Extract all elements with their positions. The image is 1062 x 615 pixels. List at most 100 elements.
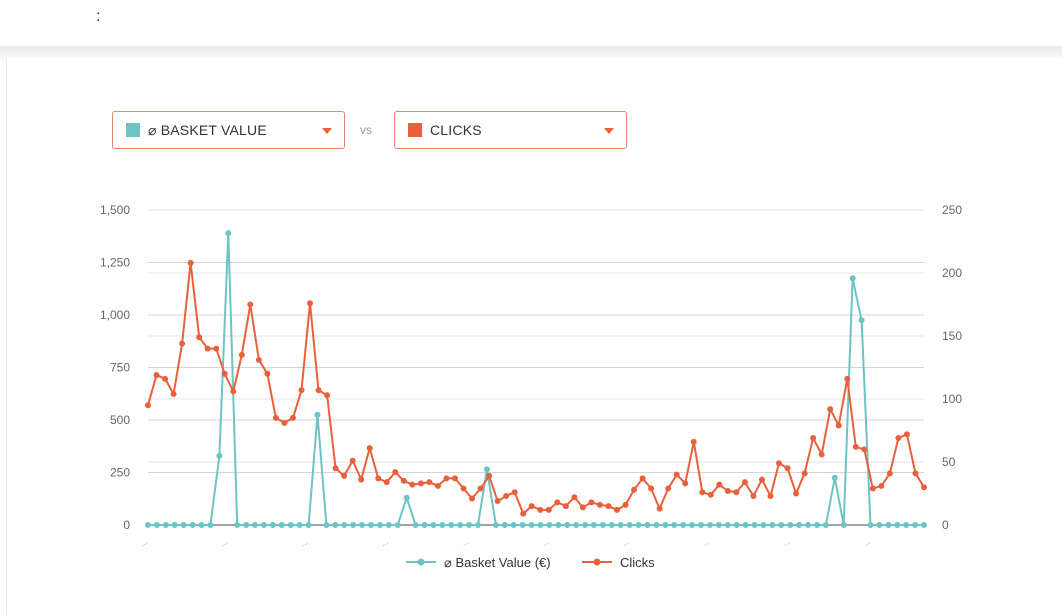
series-0-point <box>644 522 651 528</box>
series-1-point <box>230 388 237 395</box>
series-0-point <box>706 522 713 528</box>
series-1-point <box>375 475 382 482</box>
x-tick-label: ... <box>299 537 309 548</box>
series-0-point <box>394 522 401 528</box>
series-0-point <box>252 522 259 528</box>
series-1-point <box>213 345 220 352</box>
series-0-point <box>617 522 624 528</box>
series-1-point <box>545 506 552 513</box>
series-0-point <box>162 522 169 528</box>
series-0-point <box>903 522 910 528</box>
series-0-point <box>234 522 241 528</box>
series-1-point <box>861 446 868 453</box>
series-1-point <box>605 503 612 510</box>
series-1-point <box>631 486 638 493</box>
series-0-point <box>483 466 490 473</box>
series-0-point <box>359 522 366 528</box>
series-1-point <box>392 469 399 476</box>
series-0-point <box>171 522 178 528</box>
series-1-point <box>665 485 672 492</box>
legend-marker-1 <box>593 558 601 566</box>
series-1-point <box>707 491 714 498</box>
series-0-point <box>921 522 927 528</box>
left-metric-color-swatch <box>126 123 140 137</box>
series-0-point <box>439 522 446 528</box>
series-1-point <box>341 472 348 479</box>
series-0-point <box>698 522 705 528</box>
series-0-point <box>519 522 526 528</box>
series-1-point <box>537 506 544 513</box>
series-0-point <box>430 522 437 528</box>
series-1-point <box>358 476 365 483</box>
series-1-point <box>886 470 893 477</box>
left-y-tick-label: 1,500 <box>100 203 130 217</box>
series-0-point <box>269 522 276 528</box>
left-metric-dropdown[interactable]: ⌀ BASKET VALUE <box>112 111 345 149</box>
series-0-point <box>653 522 660 528</box>
series-1-point <box>776 460 783 467</box>
series-1-point <box>793 490 800 497</box>
series-0-point <box>350 522 357 528</box>
series-1-point <box>895 435 902 442</box>
series-0-point <box>885 522 892 528</box>
series-0-point <box>858 317 865 324</box>
series-0-point <box>813 522 820 528</box>
right-y-axis: 0 50 100 150 200 250 <box>942 203 962 532</box>
series-1-point <box>162 375 169 382</box>
series-1-point <box>801 470 808 477</box>
series-0-point <box>305 522 312 528</box>
right-metric-dropdown[interactable]: CLICKS <box>394 111 627 149</box>
series-1-point <box>912 470 919 477</box>
series-0-point <box>198 522 205 528</box>
left-y-tick-label: 250 <box>110 466 130 480</box>
series-1-point <box>869 485 876 492</box>
series-1-point <box>852 443 859 450</box>
series-0-point <box>590 522 597 528</box>
series-1-point <box>844 375 851 382</box>
series-0-point <box>367 522 374 528</box>
series-0-point <box>831 474 838 481</box>
series-0-point <box>189 522 196 528</box>
series-1-point <box>614 506 621 513</box>
series-0-point <box>564 522 571 528</box>
series-0-point <box>876 522 883 528</box>
chevron-down-icon <box>604 128 614 134</box>
series-1-point <box>315 387 322 394</box>
series-0-point <box>510 522 517 528</box>
series-1-point <box>656 505 663 512</box>
series-0-point <box>742 522 749 528</box>
series-1-point <box>477 485 484 492</box>
series-1-point <box>818 451 825 458</box>
series-1-point <box>921 484 927 491</box>
series-1-point <box>733 489 740 496</box>
series-1-point <box>349 457 356 464</box>
series-0-point <box>635 522 642 528</box>
legend-label-1: Clicks <box>620 555 655 570</box>
series-1-point <box>247 301 254 308</box>
series-0-point <box>216 452 223 459</box>
series-0-point <box>573 522 580 528</box>
series-1-point <box>750 493 757 500</box>
series-1-point <box>366 445 373 452</box>
series-1-point <box>758 476 765 483</box>
series-1-point <box>400 477 407 484</box>
series-0-point <box>466 522 473 528</box>
series-1-point <box>417 480 424 487</box>
series-1-point <box>264 370 271 377</box>
right-y-tick-label: 0 <box>942 518 949 532</box>
series-1-point <box>460 485 467 492</box>
series-0-point <box>867 522 874 528</box>
series-0-point <box>376 522 383 528</box>
series-1-point <box>579 504 586 511</box>
x-axis: .............................. <box>139 537 872 548</box>
series-0-point <box>180 522 187 528</box>
series-0-point <box>546 522 553 528</box>
series-0-point <box>894 522 901 528</box>
series-0-point <box>145 522 151 528</box>
right-y-tick-label: 150 <box>942 329 962 343</box>
series-1-point <box>716 481 723 488</box>
right-y-tick-label: 100 <box>942 392 962 406</box>
series-0-point <box>243 522 250 528</box>
series-0-point <box>537 522 544 528</box>
